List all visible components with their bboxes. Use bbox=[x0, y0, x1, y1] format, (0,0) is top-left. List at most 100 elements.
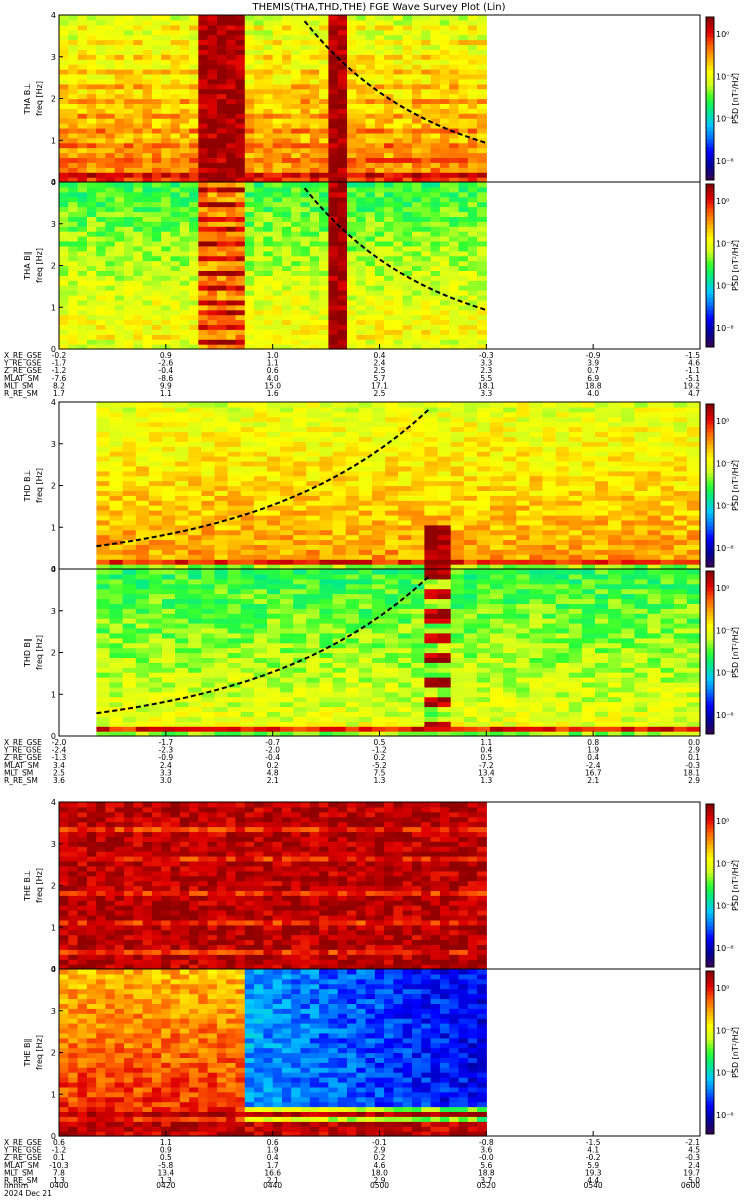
spectrogram-cell bbox=[621, 490, 635, 496]
spectrogram-cell bbox=[96, 470, 111, 477]
spectrogram-cell bbox=[214, 495, 229, 501]
spectrogram-cell bbox=[356, 113, 367, 119]
spectrogram-cell bbox=[477, 34, 487, 41]
spectrogram-cell bbox=[337, 88, 348, 95]
spectrogram-cell bbox=[306, 564, 320, 570]
spectrogram-cell bbox=[686, 436, 701, 442]
spectrogram-cell bbox=[337, 59, 348, 65]
spectrogram-cell bbox=[374, 339, 385, 345]
spectrogram-cell bbox=[673, 544, 688, 550]
spectrogram-cell bbox=[170, 299, 181, 306]
spectrogram-cell bbox=[282, 69, 292, 75]
spectrogram-cell bbox=[188, 519, 202, 526]
spectrogram-cell bbox=[384, 123, 394, 129]
spectrogram-cell bbox=[347, 172, 357, 178]
spectrogram-cell bbox=[226, 309, 237, 316]
spectrogram-cell bbox=[450, 549, 465, 555]
colorbar-cell bbox=[706, 175, 714, 181]
spectrogram-cell bbox=[306, 505, 320, 511]
spectrogram-cell bbox=[226, 334, 237, 340]
spectrogram-cell bbox=[424, 490, 439, 496]
spectrogram-cell bbox=[124, 49, 134, 55]
spectrogram-cell bbox=[109, 613, 124, 619]
spectrogram-cell bbox=[347, 93, 357, 100]
spectrogram-cell bbox=[282, 39, 292, 46]
spectrogram-cell bbox=[555, 554, 570, 560]
spectrogram-cell bbox=[309, 113, 320, 119]
spectrogram-cell bbox=[133, 59, 144, 65]
spectrogram-cell bbox=[253, 402, 268, 408]
spectrogram-cell bbox=[300, 255, 311, 262]
spectrogram-cell bbox=[280, 436, 294, 442]
spectrogram-cell bbox=[59, 54, 69, 60]
freq-axis-label: freq [Hz] bbox=[35, 81, 44, 116]
spectrogram-cell bbox=[337, 137, 348, 144]
spectrogram-cell bbox=[244, 137, 255, 144]
spectrogram-cell bbox=[263, 314, 274, 321]
spectrogram-cell bbox=[608, 426, 622, 433]
spectrogram-cell bbox=[267, 441, 281, 447]
spectrogram-cell bbox=[170, 186, 181, 193]
spectrogram-cell bbox=[437, 465, 452, 472]
spectrogram-cell bbox=[309, 196, 320, 203]
spectrogram-cell bbox=[365, 44, 376, 50]
spectrogram-cell bbox=[207, 226, 218, 232]
spectrogram-cell bbox=[226, 98, 237, 104]
spectrogram-cell bbox=[263, 211, 274, 217]
spectrogram-cell bbox=[227, 431, 242, 437]
spectrogram-cell bbox=[133, 182, 144, 188]
spectrogram-cell bbox=[124, 34, 134, 41]
spectrogram-cell bbox=[114, 231, 125, 237]
spectrogram-cell bbox=[96, 451, 111, 457]
spectrogram-cell bbox=[458, 59, 469, 65]
spectrogram-cell bbox=[161, 103, 172, 109]
spectrogram-cell bbox=[133, 24, 144, 31]
spectrogram-cell bbox=[476, 510, 491, 516]
spectrogram-cell bbox=[393, 147, 404, 154]
spectrogram-cell bbox=[142, 314, 153, 321]
spectrogram-cell bbox=[309, 137, 320, 144]
spectrogram-cell bbox=[458, 147, 469, 154]
spectrogram-cell bbox=[595, 421, 609, 428]
spectrogram-cell bbox=[263, 123, 274, 129]
y-tick-label: 3 bbox=[51, 440, 56, 449]
spectrogram-cell bbox=[412, 54, 422, 60]
colorbar-cell bbox=[706, 477, 714, 482]
spectrogram-cell bbox=[402, 285, 413, 291]
colorbar-cell bbox=[706, 220, 714, 226]
spectrogram-cell bbox=[402, 152, 413, 158]
spectrogram-cell bbox=[135, 406, 150, 413]
spectrogram-cell bbox=[133, 64, 144, 70]
spectrogram-cell bbox=[503, 465, 517, 472]
spectrogram-cell bbox=[216, 177, 227, 183]
spectrogram-cell bbox=[634, 544, 649, 550]
spectrogram-cell bbox=[412, 15, 422, 21]
spectrogram-cell bbox=[374, 299, 385, 306]
spectrogram-cell bbox=[267, 436, 281, 442]
spectrogram-cell bbox=[421, 157, 432, 163]
spectrogram-cell bbox=[142, 226, 153, 232]
spectrogram-cell bbox=[384, 211, 394, 217]
spectrogram-cell bbox=[393, 128, 404, 134]
spectrogram-cell bbox=[449, 123, 460, 129]
spectrogram-cell bbox=[345, 431, 360, 437]
spectrogram-cell bbox=[477, 113, 487, 119]
spectrogram-cell bbox=[411, 524, 425, 531]
spectrogram-cell bbox=[201, 490, 216, 496]
spectrogram-cell bbox=[384, 118, 394, 124]
spectrogram-cell bbox=[430, 309, 441, 316]
spectrogram-cell bbox=[124, 191, 134, 198]
spectrogram-cell bbox=[263, 339, 274, 345]
spectrogram-cell bbox=[122, 554, 137, 560]
spectrogram-cell bbox=[673, 534, 688, 541]
spectrogram-cell bbox=[214, 475, 229, 482]
spectrogram-cell bbox=[235, 265, 246, 271]
spectrogram-cell bbox=[96, 309, 107, 316]
spectrogram-cell bbox=[188, 406, 202, 413]
spectrogram-cell bbox=[226, 15, 237, 21]
colorbar-cell bbox=[706, 554, 714, 560]
spectrogram-cell bbox=[59, 132, 69, 139]
spectrogram-cell bbox=[226, 128, 237, 134]
spectrogram-cell bbox=[291, 304, 302, 311]
spectrogram-cell bbox=[516, 519, 530, 526]
